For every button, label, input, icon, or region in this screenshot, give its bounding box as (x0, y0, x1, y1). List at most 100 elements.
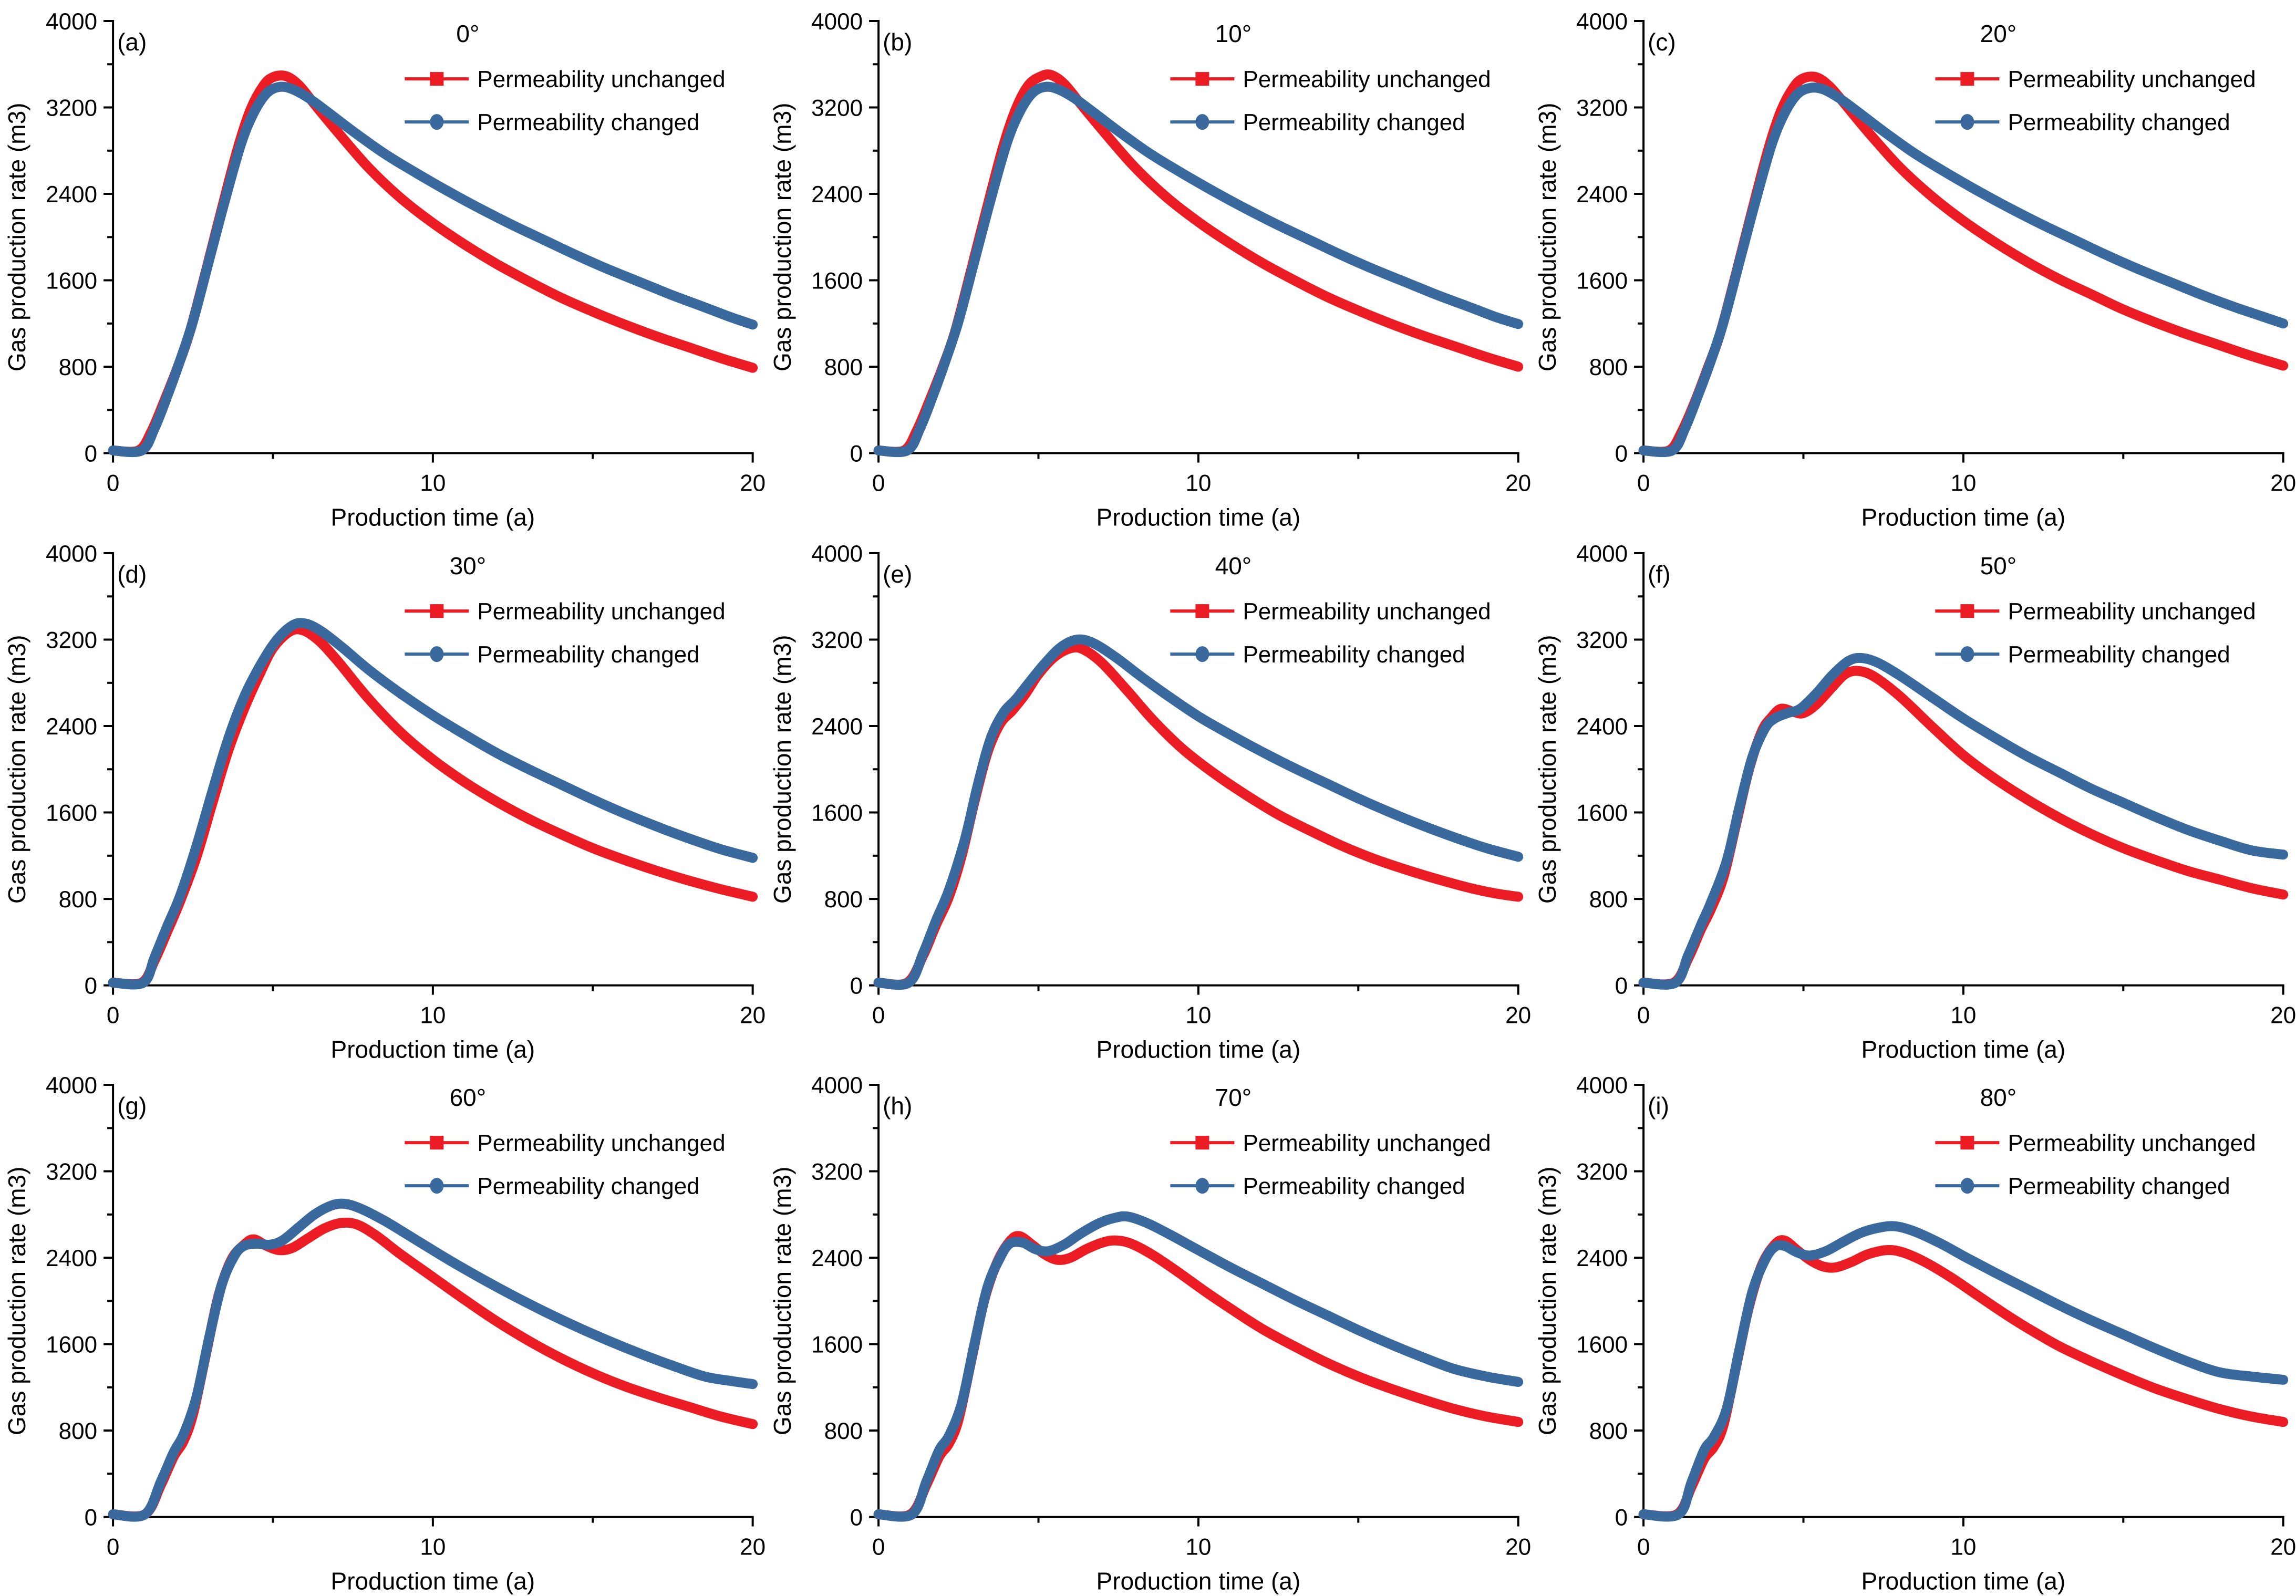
series-permeability-unchanged-line (1638, 1235, 2289, 1522)
y-tick-label: 2400 (1577, 714, 1628, 740)
x-axis-title: Production time (a) (1861, 1035, 2066, 1063)
y-tick-label: 1600 (46, 800, 97, 826)
legend-label-changed: Permeability changed (1243, 642, 1465, 668)
legend-label-unchanged: Permeability unchanged (1243, 67, 1491, 92)
x-tick-label: 10 (420, 471, 446, 496)
x-tick-label: 20 (1505, 471, 1530, 496)
y-tick-label: 0 (1615, 973, 1628, 999)
x-axis-title: Production time (a) (331, 1035, 535, 1063)
legend-label-changed: Permeability changed (1243, 110, 1465, 136)
y-axis-title: Gas production rate (m3) (1534, 103, 1561, 372)
x-tick-label: 20 (2270, 1002, 2295, 1028)
panel-letter: (f) (1648, 561, 1670, 588)
panel-letter: (d) (117, 561, 147, 588)
x-tick-label: 20 (740, 1002, 765, 1028)
panel-title: 10° (1215, 20, 1252, 47)
y-tick-label: 3200 (811, 1159, 863, 1185)
y-tick-label: 1600 (811, 268, 863, 294)
y-tick-label: 3200 (811, 627, 863, 653)
legend-label-changed: Permeability changed (477, 642, 699, 668)
y-tick-label: 4000 (1576, 9, 1628, 35)
x-tick-label: 0 (872, 1002, 885, 1028)
y-tick-label: 0 (850, 973, 862, 999)
x-tick-label: 0 (107, 1535, 119, 1560)
x-axis-title: Production time (a) (331, 504, 535, 531)
x-axis-title: Production time (a) (1096, 1568, 1300, 1595)
panel-title: 0° (456, 20, 479, 47)
y-tick-label: 0 (1615, 1505, 1628, 1531)
x-tick-label: 10 (1951, 1535, 1977, 1560)
y-tick-label: 1600 (811, 1332, 863, 1358)
y-tick-label: 3200 (1576, 96, 1628, 121)
y-tick-label: 3200 (46, 96, 97, 121)
panel-letter: (i) (1648, 1092, 1669, 1120)
x-tick-label: 20 (2270, 471, 2295, 496)
legend-label-changed: Permeability changed (477, 110, 699, 136)
y-tick-label: 0 (85, 441, 97, 467)
panel-chart-h: 0 800 1600 2400 3200 4000 0 10 20 Production time… (769, 1073, 1531, 1595)
panel-chart-i: 0 800 1600 2400 3200 4000 0 10 20 Production time… (1534, 1073, 2296, 1595)
panel-title: 40° (1215, 552, 1252, 579)
legend-circle-marker-icon (1960, 114, 1974, 130)
y-axis-title: Gas production rate (m3) (3, 635, 30, 904)
legend-circle-marker-icon (1960, 646, 1974, 662)
legend-label-unchanged: Permeability unchanged (2008, 599, 2256, 625)
legend-label-unchanged: Permeability unchanged (477, 1131, 725, 1156)
x-tick-label: 10 (420, 1002, 446, 1028)
y-tick-label: 4000 (1577, 1073, 1628, 1098)
y-tick-label: 2400 (811, 182, 863, 208)
x-axis-title: Production time (a) (1096, 1035, 1300, 1063)
legend-square-marker-icon (430, 72, 444, 86)
legend-circle-marker-icon (1960, 1178, 1974, 1194)
x-tick-label: 10 (1951, 471, 1977, 496)
y-tick-label: 800 (1589, 887, 1628, 913)
y-tick-label: 4000 (46, 1073, 97, 1098)
y-tick-label: 800 (824, 355, 862, 380)
panel-letter: (h) (883, 1092, 912, 1120)
y-tick-label: 4000 (1577, 541, 1628, 567)
y-tick-label: 4000 (811, 541, 863, 567)
panel-title: 80° (1980, 1084, 2017, 1111)
y-tick-label: 800 (59, 1418, 97, 1444)
legend-label-unchanged: Permeability unchanged (477, 67, 725, 92)
panel-letter: (a) (117, 28, 147, 56)
y-tick-label: 0 (85, 973, 97, 999)
y-tick-label: 0 (850, 441, 862, 467)
x-tick-label: 20 (2270, 1535, 2295, 1560)
x-tick-label: 10 (420, 1535, 446, 1560)
legend-square-marker-icon (1960, 1136, 1974, 1150)
y-tick-label: 2400 (46, 1246, 97, 1271)
x-tick-label: 10 (1185, 471, 1211, 496)
legend-square-marker-icon (1195, 1136, 1209, 1150)
series-permeability-changed-line (873, 1211, 1523, 1522)
y-tick-label: 3200 (1577, 627, 1628, 653)
series-permeability-changed-line (873, 81, 1523, 458)
x-tick-label: 0 (1637, 471, 1650, 496)
y-tick-label: 2400 (1577, 1246, 1628, 1271)
panel-title: 30° (450, 552, 487, 579)
y-tick-label: 4000 (46, 541, 97, 567)
panel-chart-d: 0 800 1600 2400 3200 4000 0 10 20 Production time… (3, 541, 766, 1063)
y-axis-title: Gas production rate (m3) (769, 1167, 796, 1436)
legend-circle-marker-icon (1195, 646, 1209, 662)
y-tick-label: 0 (85, 1505, 97, 1531)
panel-chart-b: 0 800 1600 2400 3200 4000 0 10 20 Production time… (769, 9, 1531, 531)
panel-chart-e: 0 800 1600 2400 3200 4000 0 10 20 Production time… (769, 541, 1531, 1063)
legend-label-unchanged: Permeability unchanged (477, 599, 725, 625)
x-tick-label: 0 (107, 1002, 119, 1028)
x-tick-label: 10 (1185, 1535, 1211, 1560)
y-axis-title: Gas production rate (m3) (1534, 1167, 1561, 1436)
y-tick-label: 2400 (1576, 182, 1628, 208)
x-axis-title: Production time (a) (331, 1568, 535, 1595)
y-tick-label: 800 (59, 887, 97, 913)
x-tick-label: 0 (872, 471, 885, 496)
legend-square-marker-icon (430, 1136, 444, 1150)
x-tick-label: 10 (1951, 1002, 1977, 1028)
x-tick-label: 0 (107, 471, 119, 496)
y-tick-label: 2400 (811, 714, 863, 740)
y-tick-label: 1600 (46, 268, 97, 294)
y-axis-title: Gas production rate (m3) (3, 103, 30, 372)
y-tick-label: 1600 (811, 800, 863, 826)
legend-circle-marker-icon (430, 1178, 444, 1194)
